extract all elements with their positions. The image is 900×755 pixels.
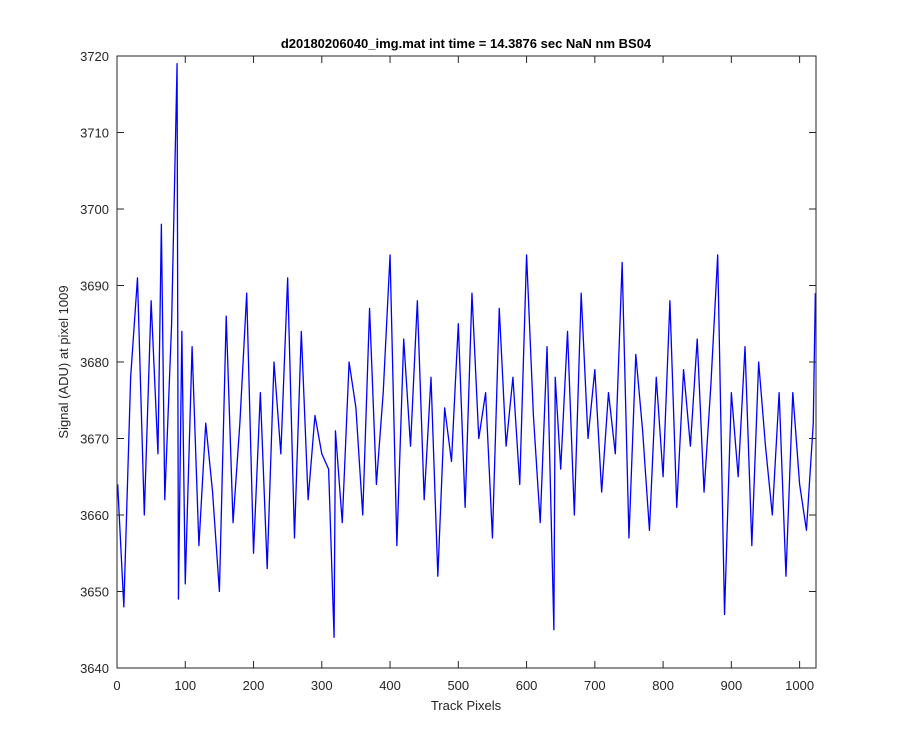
- x-tick-label: 400: [379, 678, 401, 693]
- x-tick-label: 100: [174, 678, 196, 693]
- x-tick-label: 600: [516, 678, 538, 693]
- y-tick-label: 3690: [80, 279, 109, 294]
- tick-layer: 0 100 200 300 400 500 600 700 800 900 1000 3640 3650…: [80, 49, 816, 693]
- x-tick-label: 200: [243, 678, 265, 693]
- series-line-1: [117, 63, 816, 639]
- y-axis-label: Signal (ADU) at pixel 1009: [56, 285, 71, 438]
- x-tick-label: 800: [652, 678, 674, 693]
- y-tick-label: 3720: [80, 49, 109, 64]
- series-layer: [117, 63, 816, 639]
- y-tick-label: 3680: [80, 355, 109, 370]
- y-tick-label: 3660: [80, 508, 109, 523]
- x-tick-label: 0: [113, 678, 120, 693]
- x-tick-label: 900: [721, 678, 743, 693]
- y-tick-label: 3650: [80, 585, 109, 600]
- y-tick-label: 3670: [80, 432, 109, 447]
- x-tick-label: 1000: [785, 678, 814, 693]
- plot-area: [117, 56, 816, 668]
- x-axis-label: Track Pixels: [431, 698, 502, 713]
- chart-title: d20180206040_img.mat int time = 14.3876 …: [281, 36, 652, 51]
- x-tick-label: 700: [584, 678, 606, 693]
- y-tick-label: 3700: [80, 202, 109, 217]
- x-tick-label: 500: [447, 678, 469, 693]
- y-tick-label: 3640: [80, 661, 109, 676]
- x-tick-label: 300: [311, 678, 333, 693]
- y-tick-label: 3710: [80, 126, 109, 141]
